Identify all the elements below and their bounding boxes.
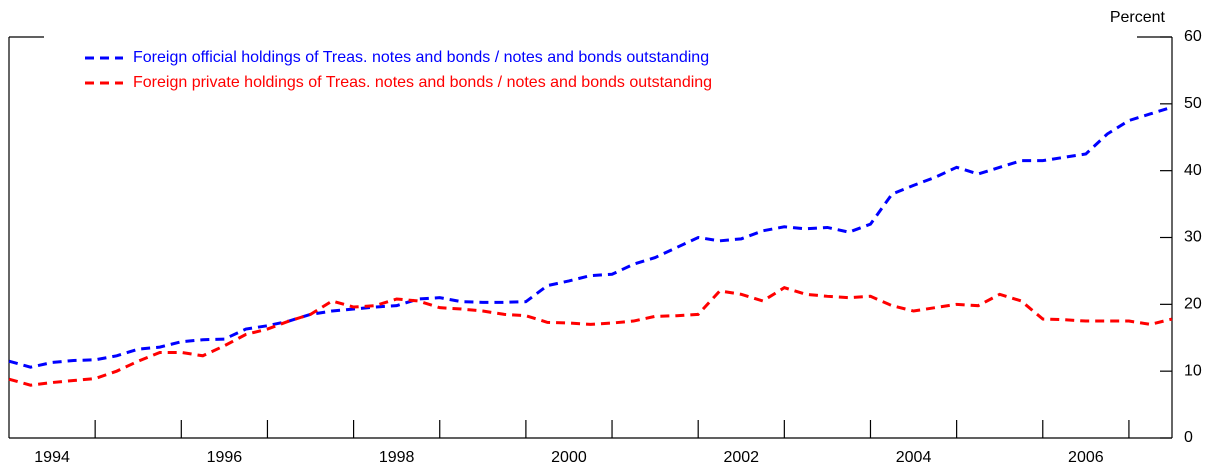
- legend-label: Foreign official holdings of Treas. note…: [133, 49, 709, 66]
- x-tick-label: 2004: [896, 449, 932, 466]
- legend-label: Foreign private holdings of Treas. notes…: [133, 74, 712, 91]
- x-tick-label: 1994: [34, 449, 70, 466]
- y-tick-label: 60: [1184, 28, 1202, 45]
- y-axis-label: Percent: [1110, 9, 1166, 26]
- y-tick-label: 0: [1184, 429, 1193, 446]
- x-tick-label: 1996: [207, 449, 243, 466]
- y-tick-label: 10: [1184, 362, 1202, 379]
- y-tick-label: 40: [1184, 162, 1202, 179]
- x-tick-label: 2000: [551, 449, 587, 466]
- y-tick-label: 20: [1184, 296, 1202, 313]
- x-tick-label: 2006: [1068, 449, 1104, 466]
- x-tick-label: 1998: [379, 449, 415, 466]
- y-tick-label: 30: [1184, 229, 1202, 246]
- x-tick-label: 2002: [723, 449, 759, 466]
- data-line: [8, 105, 1173, 369]
- data-line: [8, 285, 1173, 387]
- y-tick-label: 50: [1184, 95, 1202, 112]
